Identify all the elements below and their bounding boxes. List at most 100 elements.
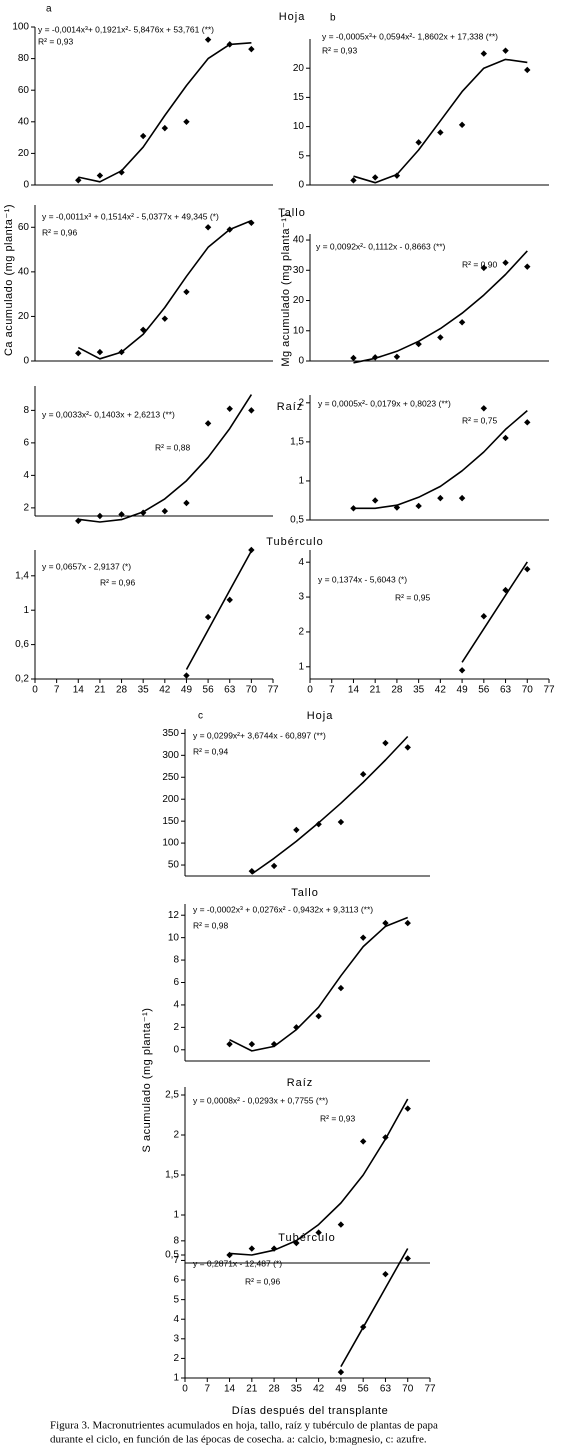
fit-line: [77, 219, 252, 360]
data-point: [524, 565, 531, 573]
fit-line: [353, 409, 528, 510]
data-point: [204, 224, 212, 231]
y-tick-label: 1,5: [290, 437, 304, 448]
data-point: [404, 1105, 411, 1112]
data-point: [524, 419, 531, 426]
data-point: [248, 867, 256, 875]
x-tick-label: 42: [435, 685, 447, 696]
data-point: [337, 1368, 345, 1376]
equation: y = 0,0092x²- 0,1112x - 0,8663 (**): [316, 241, 446, 251]
data-point: [315, 1229, 322, 1236]
y-tick-label: 1: [23, 605, 29, 616]
data-point: [371, 497, 379, 504]
data-point: [96, 348, 104, 356]
y-tick-label: 3: [298, 592, 304, 603]
x-tick-label: 63: [380, 1384, 392, 1395]
x-tick-label: 0: [307, 685, 313, 696]
x-tick-label: 77: [543, 685, 555, 696]
caption: durante el ciclo, en función de las époc…: [50, 1434, 427, 1446]
y-tick-label: 5: [173, 1294, 179, 1305]
y-tick-label: 80: [18, 53, 30, 64]
data-point: [118, 511, 125, 518]
y-tick-label: 6: [23, 438, 29, 449]
caption: Figura 3. Macronutrientes acumulados en …: [50, 1420, 438, 1432]
data-point: [204, 420, 212, 427]
data-point: [183, 499, 190, 507]
y-tick-label: 0,5: [290, 515, 304, 526]
y-tick-label: 1: [173, 1373, 179, 1384]
data-point: [437, 334, 444, 341]
equation: y = 0,0299x²+ 3,6744x - 60,897 (**): [193, 730, 326, 740]
equation: y = 0,1374x - 5,6043 (*): [318, 574, 407, 584]
y-tick-label: 4: [298, 557, 304, 568]
fit-line: [78, 394, 253, 523]
y-tick-label: 20: [293, 295, 305, 306]
data-point: [270, 1245, 278, 1252]
y-tick-label: 0: [298, 180, 304, 191]
y-tick-label: 2: [173, 1130, 179, 1141]
y-tick-label: 300: [162, 750, 179, 761]
data-point: [480, 264, 488, 272]
y-tick-label: 10: [293, 121, 305, 132]
y-tick-label: 0,2: [15, 674, 29, 685]
y-tick-label: 20: [18, 148, 30, 159]
panel-label: b: [330, 13, 336, 24]
x-tick-label: 70: [246, 685, 258, 696]
y-tick-label: 4: [173, 1314, 179, 1325]
data-point: [315, 1012, 322, 1020]
data-point: [337, 818, 345, 826]
x-tick-label: 21: [370, 685, 382, 696]
y-tick-label: 6: [173, 977, 179, 988]
r-squared: R² = 0,96: [100, 577, 135, 587]
y-tick-label: 12: [168, 910, 180, 921]
fit-line: [353, 58, 528, 184]
data-point: [293, 1239, 300, 1247]
y-tick-label: 5: [298, 150, 304, 161]
y-tick-label: 2: [173, 1353, 179, 1364]
x-axis-label: Días después del transplante: [232, 1405, 388, 1417]
y-tick-label: 50: [168, 860, 180, 871]
y-tick-label: 2: [23, 503, 29, 514]
y-tick-label: 0,5: [165, 1250, 179, 1261]
chart-title: Tallo: [278, 207, 306, 219]
equation: y = 0,2871x - 12,487 (*): [193, 1258, 282, 1268]
y-tick-label: 7: [173, 1255, 179, 1266]
data-point: [204, 613, 212, 621]
data-point: [139, 509, 147, 516]
x-tick-label: 49: [457, 685, 469, 696]
y-tick-label: 250: [162, 772, 179, 783]
x-tick-label: 63: [500, 685, 512, 696]
x-tick-label: 7: [54, 685, 60, 696]
data-point: [139, 326, 147, 333]
data-point: [359, 934, 367, 941]
data-point: [293, 1024, 300, 1031]
data-point: [502, 259, 509, 266]
x-tick-label: 28: [391, 685, 403, 696]
chart-title: Raíz: [287, 1077, 314, 1089]
data-point: [75, 350, 82, 357]
data-point: [248, 407, 255, 414]
data-point: [458, 494, 466, 502]
data-point: [226, 226, 233, 233]
x-tick-label: 21: [94, 685, 106, 696]
data-point: [248, 546, 255, 554]
x-tick-label: 56: [358, 1384, 370, 1395]
data-point: [371, 354, 379, 361]
x-tick-label: 70: [402, 1384, 414, 1395]
y-axis-label: Mg acumulado (mg planta⁻¹): [280, 213, 292, 366]
r-squared: R² = 0,75: [462, 415, 497, 425]
data-point: [337, 1221, 345, 1228]
data-point: [226, 41, 233, 48]
data-point: [502, 434, 509, 442]
data-point: [502, 47, 509, 54]
data-point: [226, 1040, 233, 1048]
x-tick-label: 49: [181, 685, 193, 696]
data-point: [359, 1138, 367, 1145]
data-point: [350, 505, 357, 512]
data-point: [393, 504, 401, 511]
data-point: [248, 1040, 256, 1048]
chart-title: Tallo: [291, 887, 319, 899]
data-point: [393, 172, 401, 179]
panel-label: c: [198, 711, 203, 722]
y-tick-label: 1,5: [165, 1170, 179, 1181]
